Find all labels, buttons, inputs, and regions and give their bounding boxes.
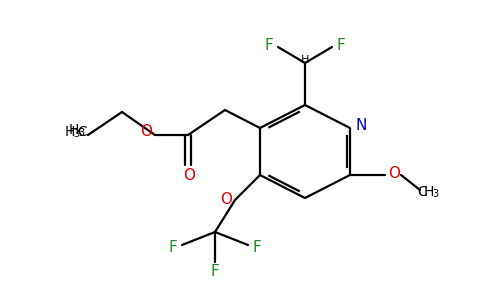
Text: O: O	[220, 191, 232, 206]
Text: F: F	[168, 239, 177, 254]
Text: H: H	[301, 55, 309, 65]
Text: 3: 3	[78, 128, 84, 138]
Text: F: F	[253, 239, 261, 254]
Text: C: C	[77, 125, 87, 139]
Text: H: H	[65, 125, 75, 139]
Text: 3: 3	[73, 129, 79, 139]
Text: F: F	[265, 38, 273, 52]
Text: 3: 3	[432, 189, 438, 199]
Text: N: N	[355, 118, 367, 134]
Text: O: O	[388, 166, 400, 181]
Text: O: O	[183, 167, 195, 182]
Text: H: H	[69, 123, 79, 137]
Text: C: C	[417, 185, 427, 199]
Text: O: O	[140, 124, 152, 139]
Text: H: H	[424, 185, 434, 199]
Text: F: F	[211, 263, 219, 278]
Text: F: F	[337, 38, 346, 52]
